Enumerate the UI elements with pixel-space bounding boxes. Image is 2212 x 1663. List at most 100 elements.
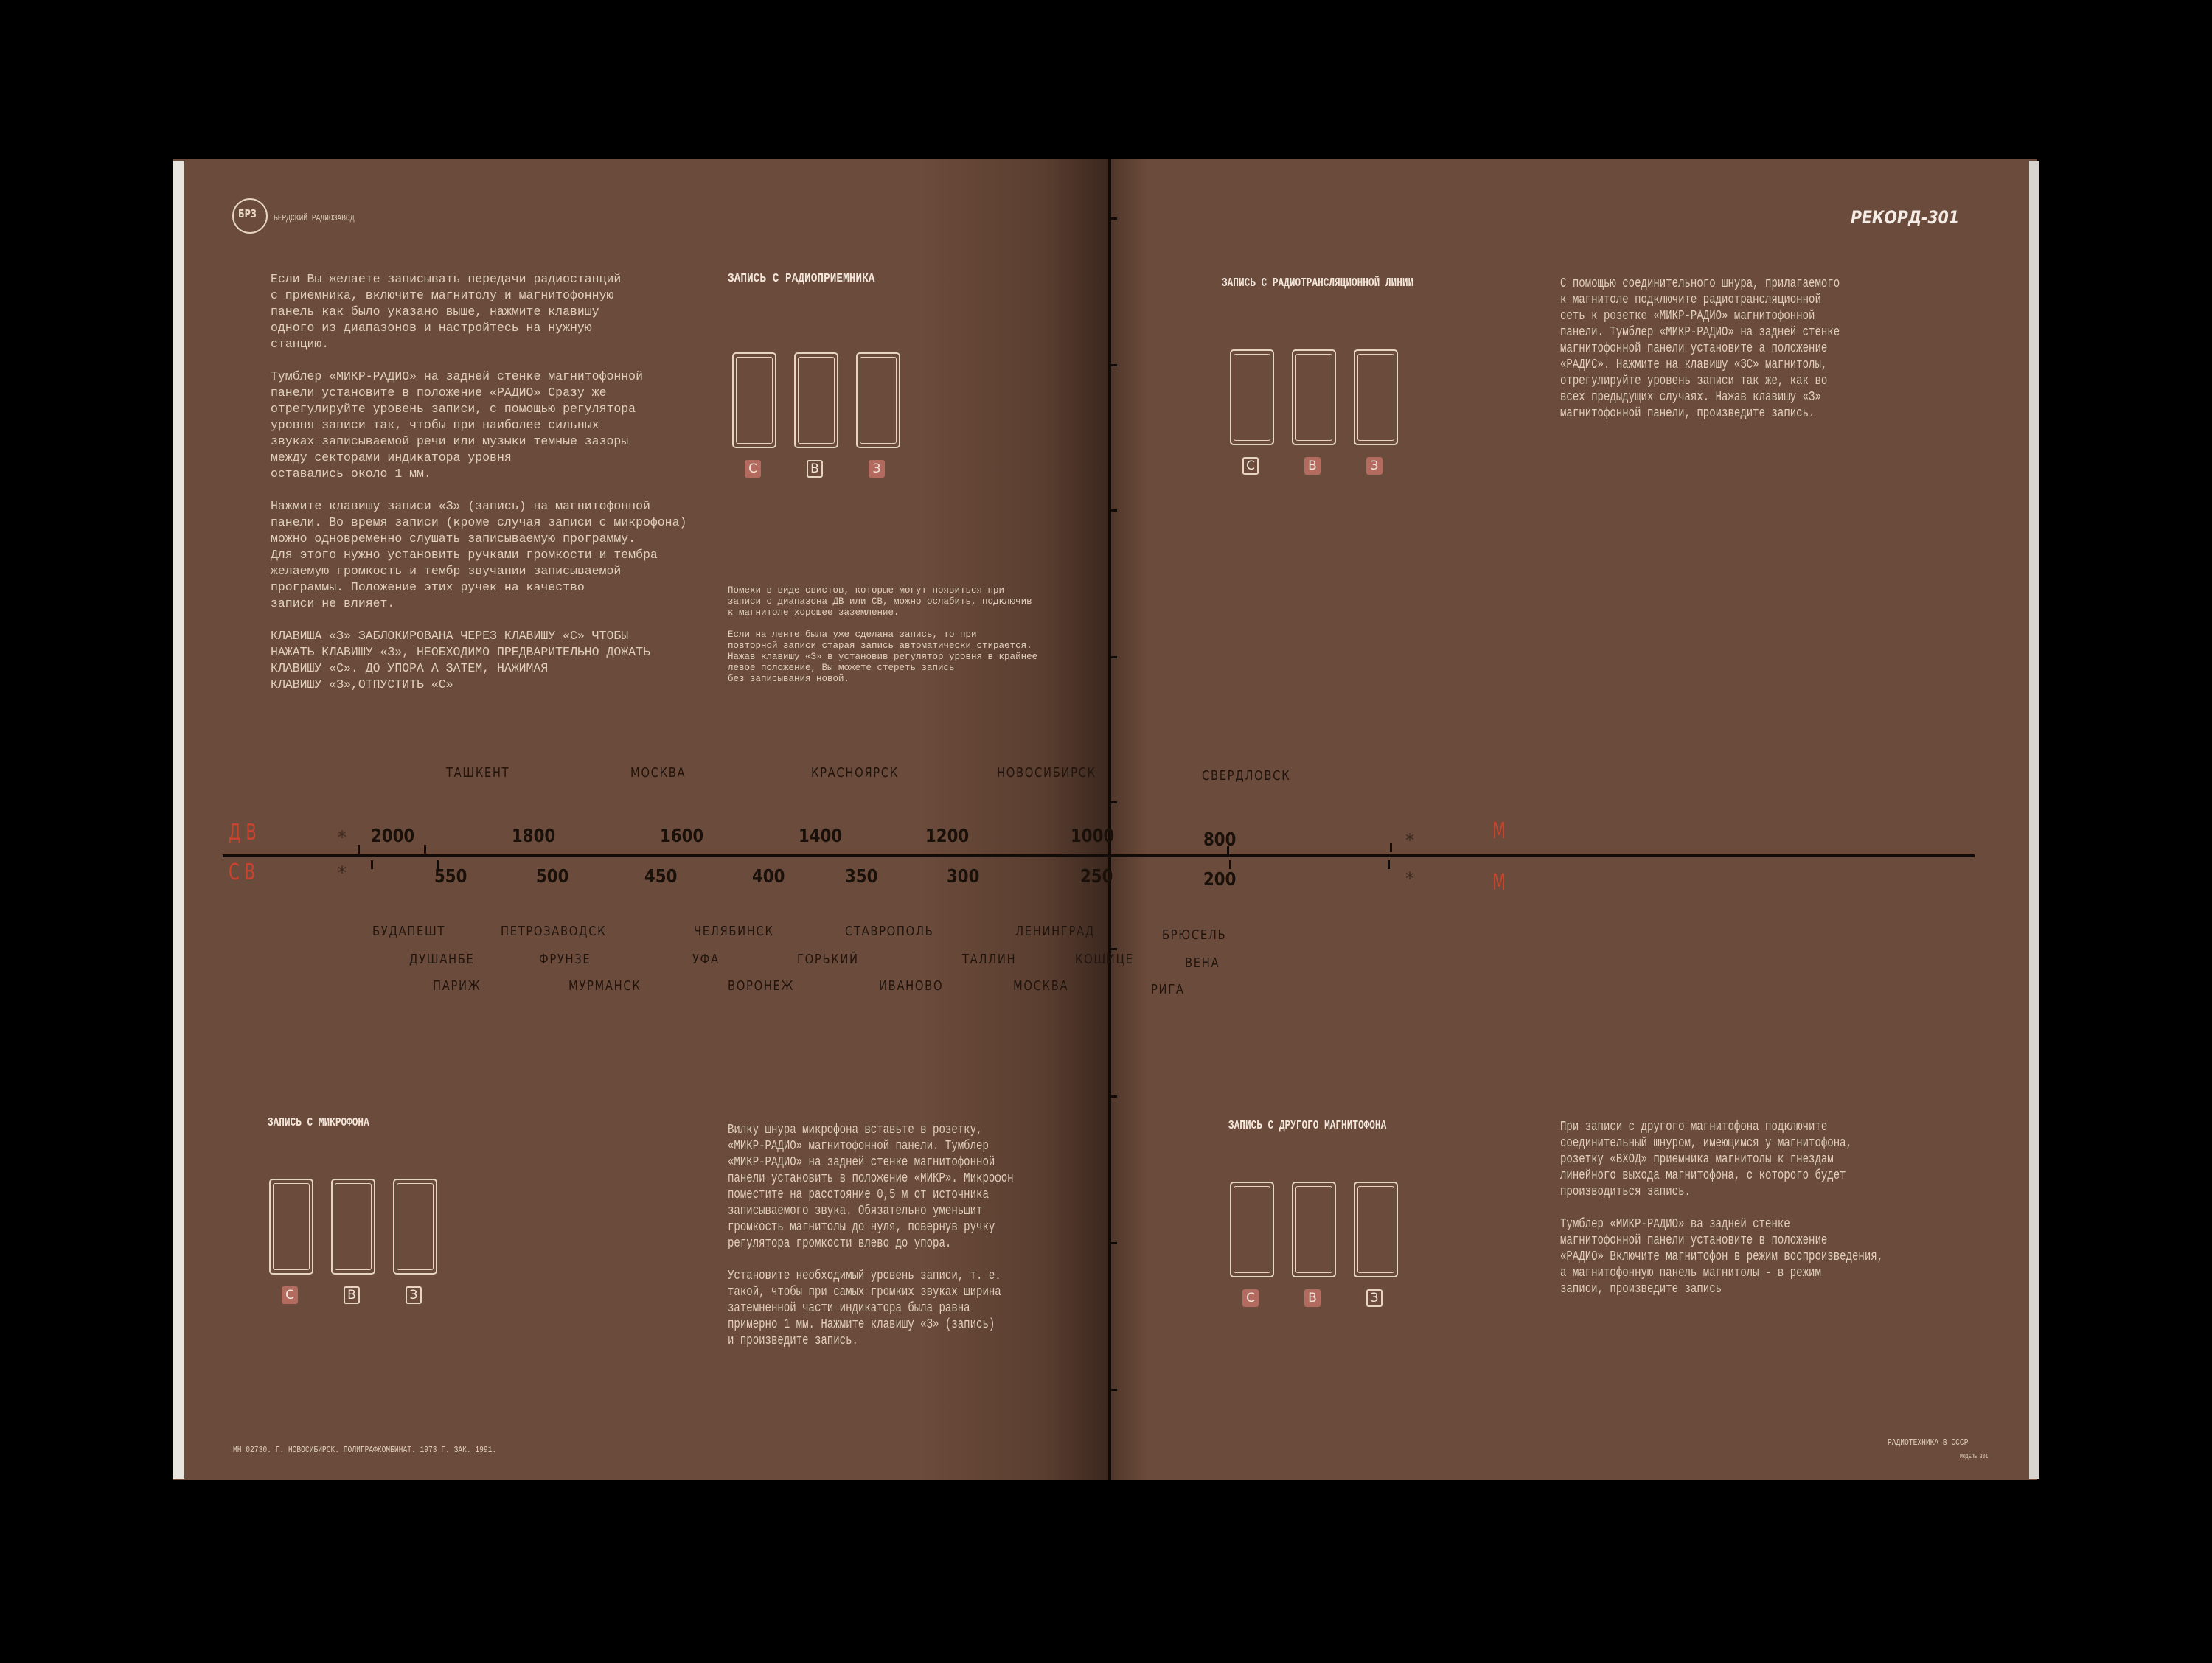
- lw-scale-value: 1400: [799, 825, 843, 846]
- spine-tick: [1108, 1095, 1117, 1098]
- station-label: ПЕТРОЗАВОДСК: [501, 924, 607, 939]
- station-label: РИГА: [1151, 982, 1185, 997]
- key-label: В: [1304, 457, 1321, 475]
- piano-key: [393, 1179, 437, 1275]
- station-label: ЧЕЛЯБИНСК: [694, 924, 774, 939]
- intro-paragraph: Если Вы желаете записывать передачи ради…: [271, 272, 622, 351]
- intro-paragraph: Нажмите клавишу записи «З» (запись) на м…: [271, 499, 687, 610]
- band-label-right: М: [1492, 870, 1512, 896]
- station-label: ФРУНЗЕ: [539, 952, 591, 967]
- lw-scale-value: 2000: [371, 825, 415, 846]
- station-label: УФА: [692, 952, 720, 967]
- piano-key: [1230, 349, 1274, 445]
- spine-tick: [1108, 1242, 1117, 1244]
- lw-scale-value: 1200: [925, 825, 970, 846]
- piano-key: [269, 1179, 313, 1275]
- key-label: В: [1304, 1289, 1321, 1307]
- scale-tick: [1388, 860, 1390, 869]
- station-label: ГОРЬКИЙ: [797, 952, 859, 967]
- scale-marker: *: [338, 862, 347, 883]
- band-label-right: М: [1492, 818, 1512, 844]
- section-title-receiver: ЗАПИСЬ С РАДИОПРИЕМНИКА: [728, 272, 875, 286]
- right-page: [1110, 159, 2037, 1480]
- spine-tick: [1108, 364, 1117, 366]
- spine: [1108, 159, 1111, 1480]
- page-edge: [2029, 161, 2039, 1479]
- station-label: СТАВРОПОЛЬ: [845, 924, 934, 939]
- station-label: ПАРИЖ: [433, 978, 481, 994]
- note-interference: Помехи в виде свистов, которые могут поя…: [728, 585, 1032, 618]
- key-label: В: [344, 1286, 360, 1304]
- piano-key: [1292, 1182, 1336, 1277]
- scale-tick: [1227, 846, 1229, 855]
- key-label: З: [406, 1286, 422, 1304]
- section-title-microphone: ЗАПИСЬ С МИКРОФОНА: [268, 1116, 369, 1130]
- station-label: КРАСНОЯРСК: [811, 765, 899, 781]
- piano-key: [732, 352, 776, 448]
- mw-scale-value: 350: [845, 865, 878, 887]
- mw-scale-value: 450: [644, 865, 678, 887]
- station-label: ТАЛЛИН: [962, 952, 1017, 967]
- scale-tick: [1229, 860, 1231, 869]
- logo-text: БРЗ: [238, 207, 257, 220]
- scale-marker: *: [1405, 868, 1414, 889]
- key-label: С: [1242, 1289, 1259, 1307]
- spine-tick: [1108, 217, 1117, 220]
- piano-key: [794, 352, 838, 448]
- factory-name: БЕРДСКИЙ РАДИОЗАВОД: [274, 213, 355, 223]
- station-label: НОВОСИБИРСК: [997, 765, 1096, 781]
- station-label: СВЕРДЛОВСК: [1202, 768, 1291, 784]
- station-label: ТАШКЕНТ: [446, 765, 510, 781]
- page-edge: [173, 161, 184, 1479]
- key-label: В: [807, 460, 823, 478]
- model-logo: РЕКОРД-301: [1851, 207, 1960, 228]
- intro-text: Если Вы желаете записывать передачи ради…: [271, 271, 686, 693]
- station-label: КОШИЦЕ: [1075, 952, 1134, 967]
- microphone-text: Вилку шнура микрофона вставьте в розетку…: [728, 1123, 1014, 1348]
- scale-tick: [1390, 843, 1392, 852]
- scale-tick: [424, 845, 426, 854]
- intro-warning: КЛАВИША «З» ЗАБЛОКИРОВАНА ЧЕРЕЗ КЛАВИШУ …: [271, 629, 650, 691]
- spine-tick: [1108, 1389, 1117, 1391]
- station-label: МОСКВА: [630, 765, 686, 781]
- station-label: БРЮСЕЛЬ: [1162, 927, 1227, 943]
- spine-tick: [1108, 509, 1117, 512]
- piano-key: [331, 1179, 375, 1275]
- scale-tick: [358, 845, 360, 854]
- lw-scale-value: 1000: [1071, 825, 1115, 846]
- factory-logo: БРЗ: [232, 198, 268, 234]
- mw-scale-value: 400: [752, 865, 785, 887]
- key-label: С: [1242, 457, 1259, 475]
- note-erase: Если на ленте была уже сделана запись, т…: [728, 630, 1038, 684]
- section-title-radioline: ЗАПИСЬ С РАДИОТРАНСЛЯЦИОННОЙ ЛИНИИ: [1222, 276, 1414, 290]
- key-label: С: [745, 460, 761, 478]
- scale-tick: [437, 860, 439, 869]
- receiver-notes: Помехи в виде свистов, которые могут поя…: [728, 585, 1037, 685]
- scale-line: [223, 854, 1975, 857]
- station-label: БУДАПЕШТ: [372, 924, 446, 939]
- mw-scale-value: 500: [536, 865, 569, 887]
- key-label: З: [1366, 1289, 1382, 1307]
- spine-tick: [1108, 801, 1117, 803]
- spine-tick: [1108, 656, 1117, 658]
- key-label: С: [282, 1286, 298, 1304]
- intro-paragraph: Тумблер «МИКР-РАДИО» на задней стенке ма…: [271, 369, 643, 481]
- band-label-mw: СВ: [229, 860, 261, 885]
- lw-scale-value: 800: [1203, 829, 1237, 850]
- station-label: ИВАНОВО: [879, 978, 944, 994]
- mw-scale-value: 250: [1080, 865, 1113, 887]
- left-page: [173, 159, 1110, 1480]
- lw-scale-value: 1800: [512, 825, 556, 846]
- mw-scale-value: 300: [947, 865, 980, 887]
- imprint: МН 02730. Г. НОВОСИБИРСК. ПОЛИГРАФКОМБИН…: [233, 1445, 497, 1455]
- tape-text: При записи с другого магнитофона подключ…: [1560, 1120, 1884, 1297]
- piano-key: [1230, 1182, 1274, 1277]
- mw-scale-value: 200: [1203, 868, 1237, 890]
- station-label: МОСКВА: [1013, 978, 1069, 994]
- scale-tick: [371, 860, 373, 869]
- model-name: МОДЕЛЬ 301: [1960, 1454, 1989, 1460]
- radioline-text: С помощью соединительного шнура, прилага…: [1560, 276, 1840, 421]
- piano-key: [1354, 1182, 1398, 1277]
- band-label-lw: ДВ: [229, 820, 262, 846]
- series-name: РАДИОТЕХНИКА В СССР: [1888, 1437, 1969, 1448]
